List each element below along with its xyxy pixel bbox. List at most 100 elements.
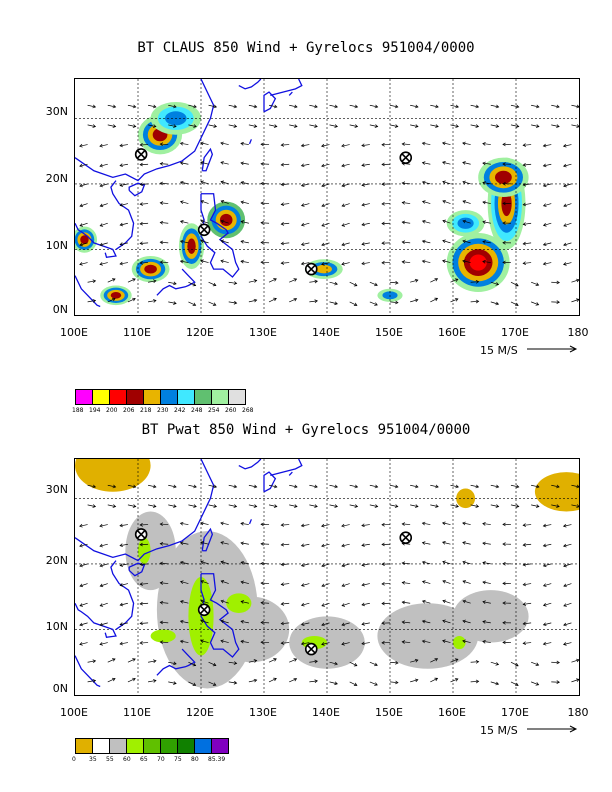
wind-arrow — [543, 583, 552, 587]
wind-arrow — [301, 262, 310, 265]
wind-arrow — [410, 124, 419, 127]
wind-arrow — [571, 104, 579, 108]
wind-arrowhead — [280, 143, 285, 147]
wind-arrowhead — [522, 182, 527, 187]
wind-arrow — [168, 484, 177, 488]
wind-arrowhead — [395, 660, 399, 665]
wind-arrow — [341, 602, 350, 607]
wind-arrow — [180, 142, 189, 145]
wind-arrowhead — [280, 562, 285, 567]
coastline — [110, 180, 135, 250]
wind-arrow — [221, 220, 229, 224]
wind-arrow — [119, 144, 128, 147]
wind-arrow — [341, 543, 350, 547]
wind-arrowhead — [475, 279, 480, 284]
wind-arrowhead — [280, 241, 285, 246]
wind-arrow — [107, 678, 116, 683]
wind-arrowhead — [159, 142, 164, 147]
wind-arrow — [100, 222, 108, 227]
wind-arrow — [543, 262, 552, 265]
wind-arrow — [281, 262, 290, 264]
wind-arrow — [321, 242, 330, 246]
wind-arrow — [220, 640, 229, 643]
wind-arrowhead — [79, 223, 84, 227]
wind-vectors — [79, 104, 579, 307]
wind-arrow — [430, 504, 439, 507]
wind-arrow — [523, 163, 532, 166]
wind-arrow — [79, 524, 88, 527]
colorbar-swatch — [194, 389, 212, 405]
wind-arrowhead — [442, 161, 446, 165]
wind-arrowhead — [482, 259, 486, 264]
wind-arrow — [482, 621, 491, 624]
wind-arrowhead — [495, 484, 500, 489]
wind-arrow — [361, 642, 370, 645]
wind-arrowhead — [495, 681, 500, 686]
wind-arrowhead — [314, 104, 318, 109]
wind-arrowhead — [462, 619, 466, 624]
wind-arrowhead — [192, 302, 197, 306]
wind-arrowhead — [442, 560, 446, 564]
y-tick-label: 30N — [45, 105, 68, 118]
wind-arrowhead — [522, 621, 527, 626]
wind-arrow — [341, 203, 350, 207]
wind-arrowhead — [213, 124, 218, 128]
wind-arrow — [160, 543, 169, 545]
wind-arrowhead — [556, 680, 560, 684]
wind-arrowhead — [401, 220, 406, 225]
wind-arrow — [221, 580, 229, 584]
wind-arrow — [523, 563, 532, 566]
wind-arrowhead — [556, 104, 560, 109]
wind-arrow — [442, 580, 451, 584]
wind-arrow — [361, 543, 370, 546]
wind-arrowhead — [502, 162, 506, 166]
wind-arrow — [208, 661, 217, 666]
wind-arrowhead — [522, 163, 527, 167]
field-contour — [315, 264, 332, 274]
wind-arrow — [402, 621, 411, 624]
wind-arrowhead — [421, 541, 426, 545]
wind-arrow — [140, 622, 149, 624]
coastline — [238, 79, 262, 90]
wind-arrowhead — [139, 621, 143, 626]
wind-arrow — [228, 484, 237, 488]
colorbar-label: 65 — [140, 756, 148, 763]
graticule — [75, 459, 579, 695]
wind-arrow — [543, 602, 552, 606]
wind-arrow — [450, 124, 459, 127]
wind-arrowhead — [220, 639, 224, 644]
wind-arrowhead — [421, 219, 426, 224]
wind-arrow — [563, 262, 572, 265]
wind-arrow — [220, 161, 229, 165]
wind-arrowhead — [482, 161, 486, 166]
wind-arrowhead — [482, 600, 486, 604]
wind-arrow — [99, 262, 108, 265]
wind-arrowhead — [200, 521, 204, 526]
wind-arrowhead — [280, 202, 285, 207]
wind-arrow — [563, 242, 572, 246]
coastline — [200, 193, 240, 278]
coastline — [75, 655, 101, 688]
x-tick-label: 180 — [567, 326, 589, 339]
wind-arrowhead — [415, 124, 419, 128]
wind-arrowhead — [200, 599, 204, 604]
wind-arrow — [301, 583, 310, 586]
wind-arrow — [228, 281, 237, 284]
wind-arrowhead — [542, 203, 547, 207]
wind-arrowhead — [401, 522, 406, 526]
wind-arrow — [241, 601, 249, 604]
wind-arrowhead — [522, 523, 527, 527]
wind-arrowhead — [300, 203, 305, 207]
wind-arrowhead — [515, 682, 519, 687]
wind-arrow — [470, 504, 479, 507]
wind-arrowhead — [542, 261, 547, 266]
wind-arrow — [180, 620, 189, 624]
wind-arrowhead — [361, 641, 365, 646]
wind-arrow — [482, 221, 491, 224]
wind-arrowhead — [220, 521, 224, 526]
wind-arrow — [119, 163, 128, 167]
wind-arrowhead — [212, 662, 217, 667]
wind-arrow — [563, 583, 572, 587]
wind-arrow — [289, 124, 298, 127]
wind-arrow — [482, 581, 491, 584]
